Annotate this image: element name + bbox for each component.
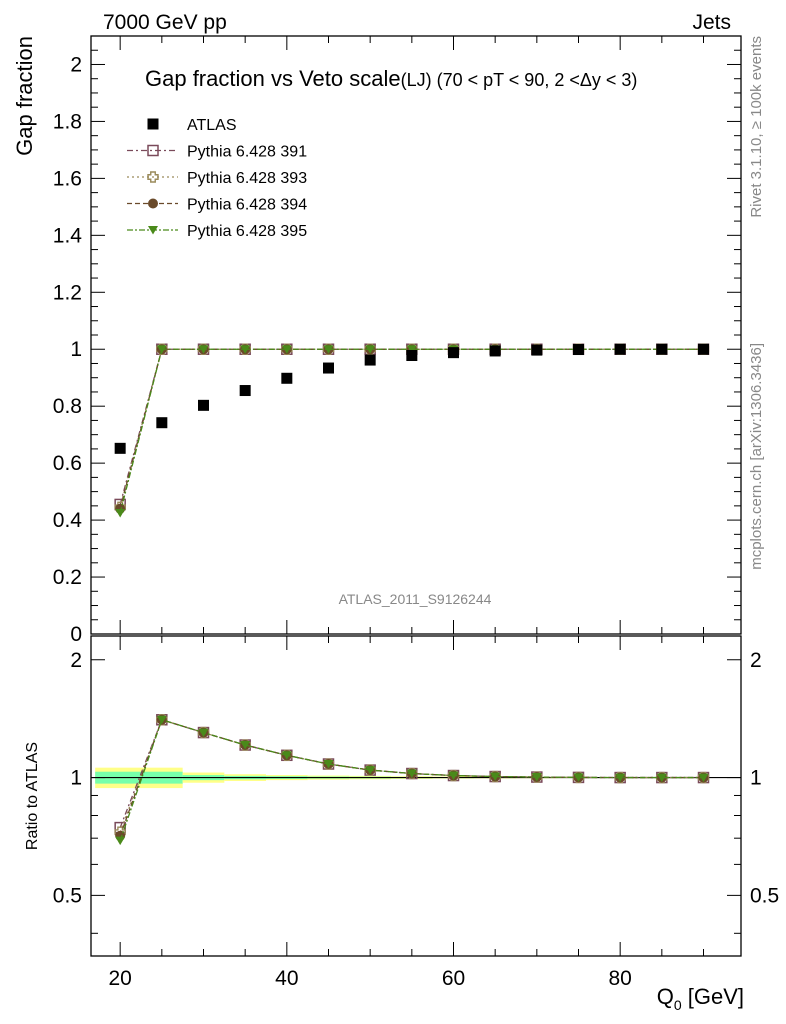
mc-ratio-point — [573, 773, 584, 782]
mc-point — [240, 345, 251, 354]
main-axis-ticks: 0 0.2 0.4 0.6 0.8 1 1.2 1.4 1.6 1.8 2 — [53, 35, 741, 646]
mc-ratio-point — [365, 766, 376, 775]
ratio-data-marks — [114, 714, 710, 846]
y-tick-label: 0.4 — [53, 509, 83, 532]
data-point — [573, 344, 584, 356]
energy-label: 7000 GeV pp — [103, 11, 227, 34]
main-data-marks — [114, 343, 710, 518]
legend-label: Pythia 6.428 395 — [187, 223, 307, 240]
data-point — [281, 372, 293, 384]
y-tick-label: 1.2 — [53, 281, 82, 304]
ratio-y-tick-label: 0.5 — [53, 884, 82, 907]
ratio-y-tick-label: 1 — [70, 767, 82, 790]
data-point — [531, 344, 543, 356]
y-tick-label: 1.8 — [53, 110, 82, 133]
mc-ratio-point — [281, 751, 292, 760]
x-tick-label: 80 — [608, 967, 631, 990]
data-point — [239, 385, 251, 397]
y-tick-label: 1 — [70, 338, 82, 361]
ratio-plot: 20 40 60 80 0.5 0.5 1 1 2 2 — [53, 635, 779, 990]
main-plot: 0 0.2 0.4 0.6 0.8 1 1.2 1.4 1.6 1.8 2 ATLAS_2011_S… — [53, 35, 742, 646]
ratio-y-axis-label: Ratio to ATLAS — [24, 742, 41, 850]
x-axis-label-main: Q — [657, 984, 674, 1009]
legend-label: Pythia 6.428 394 — [187, 197, 307, 214]
mc-line — [119, 348, 704, 505]
data-point — [489, 345, 501, 357]
ratio-y-tick-label-right: 2 — [750, 649, 762, 672]
mc-ratio-point — [531, 773, 542, 782]
legend: ATLAS Pythia 6.428 391 Pythia 6.428 393 Pyt… — [127, 117, 307, 240]
ratio-y-tick-label-right: 1 — [750, 767, 762, 790]
data-point — [198, 399, 209, 411]
mc-ratio-point — [115, 836, 126, 846]
ratio-plot-frame — [90, 635, 742, 957]
mc-ratio-point — [406, 769, 417, 779]
analysis-id-label: ATLAS_2011_S9126244 — [339, 591, 492, 607]
process-label: Jets — [692, 11, 731, 34]
mc-ratio-point — [198, 728, 209, 738]
x-axis-label: Q0 [GeV] — [657, 984, 744, 1013]
y-tick-label: 0.8 — [53, 395, 82, 418]
y-tick-label: 1.6 — [53, 167, 82, 190]
mc-point — [198, 345, 209, 354]
y-tick-label: 2 — [70, 53, 82, 76]
mc-ratio-point — [615, 773, 626, 783]
chart-title-suffix: (LJ) (70 < pT < 90, 2 <Δy < 3) — [401, 70, 638, 90]
mc-ratio-point — [698, 773, 709, 783]
mc-line — [119, 348, 704, 514]
mc-point — [323, 345, 334, 354]
x-axis-label-sub: 0 — [674, 997, 682, 1013]
data-point — [364, 354, 376, 366]
legend-label: Pythia 6.428 393 — [187, 170, 307, 187]
legend-marker — [148, 226, 158, 235]
rivet-version-label: Rivet 3.1.10, ≥ 100k events — [748, 36, 765, 218]
x-axis-label-unit: [GeV] — [682, 984, 744, 1009]
mc-ratio-point — [490, 772, 501, 782]
y-tick-label: 0.2 — [53, 566, 82, 589]
mc-ratio-point — [656, 773, 667, 783]
y-tick-label: 0.6 — [53, 452, 82, 475]
legend-marker — [147, 144, 159, 157]
data-point — [406, 350, 418, 362]
data-point — [114, 442, 126, 454]
ratio-y-tick-label-right: 0.5 — [750, 884, 779, 907]
x-tick-label: 20 — [108, 967, 131, 990]
mc-point — [281, 345, 292, 354]
y-axis-label: Gap fraction — [12, 36, 37, 156]
ratio-y-tick-label: 2 — [70, 649, 82, 672]
data-point — [323, 362, 334, 374]
mc-ratio-point — [448, 771, 459, 781]
data-point — [156, 417, 168, 429]
main-plot-frame — [90, 35, 742, 635]
mc-point — [115, 508, 126, 518]
x-tick-label: 60 — [442, 967, 465, 990]
legend-label-atlas: ATLAS — [187, 117, 237, 134]
x-tick-label: 40 — [275, 967, 298, 990]
mc-point — [365, 345, 376, 354]
chart-title: Gap fraction vs Veto scale(LJ) (70 < pT … — [145, 66, 637, 91]
data-point — [698, 343, 709, 355]
mc-point — [156, 345, 167, 354]
legend-marker-atlas — [147, 118, 159, 130]
y-tick-label: 1.4 — [53, 224, 83, 247]
mc-ratio-point — [323, 760, 334, 769]
y-tick-label: 0 — [70, 623, 82, 646]
data-point — [614, 343, 626, 355]
data-point — [656, 343, 668, 355]
mc-line — [119, 348, 704, 508]
ratio-axis-ticks: 20 40 60 80 0.5 0.5 1 1 2 2 — [53, 636, 779, 990]
data-point — [448, 347, 459, 359]
legend-marker — [148, 198, 158, 209]
mcplots-label: mcplots.cern.ch [arXiv:1306.3436] — [748, 343, 765, 570]
mc-ratio-point — [156, 715, 167, 725]
legend-marker — [147, 171, 159, 183]
mc-point — [406, 345, 417, 354]
legend-label: Pythia 6.428 391 — [187, 144, 307, 161]
chart-title-main: Gap fraction vs Veto scale — [145, 66, 401, 91]
mc-line — [119, 348, 704, 509]
mc-ratio-point — [240, 741, 251, 750]
